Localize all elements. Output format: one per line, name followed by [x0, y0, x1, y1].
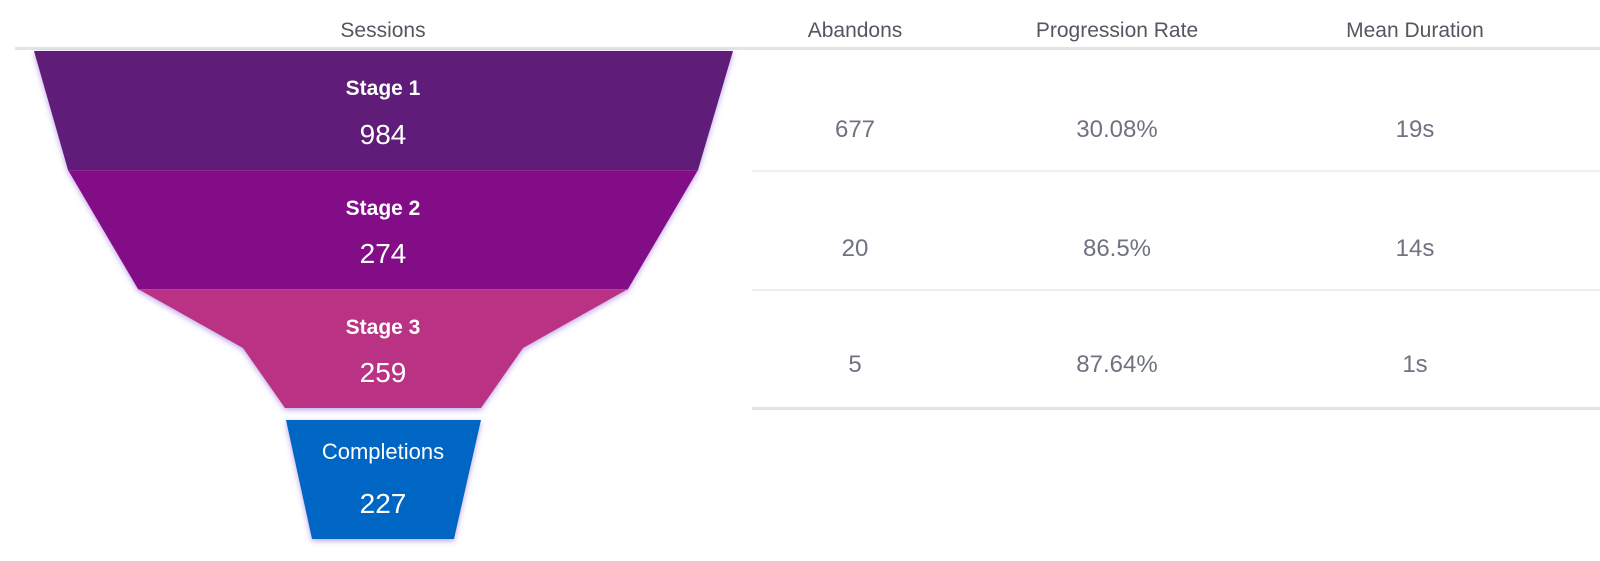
column-header-abandons: Abandons [807, 19, 903, 42]
column-header-mean-duration: Mean Duration [1346, 19, 1484, 42]
row-divider [752, 170, 1600, 172]
row-divider [752, 289, 1600, 291]
stage-3-sessions: 259 [359, 357, 407, 388]
progression-rate-cell: 86.5% [1082, 235, 1152, 262]
abandons-cell: 677 [834, 116, 876, 143]
progression-rate-cell: 30.08% [1076, 116, 1158, 143]
funnel-segment-stage-2[interactable] [68, 170, 698, 289]
completions-label: Completions [321, 439, 445, 464]
abandons-cell: 5 [848, 351, 862, 378]
stage-3-label: Stage 3 [345, 316, 421, 339]
abandons-cell: 20 [841, 235, 869, 262]
funnel-segment-stage-3[interactable] [138, 289, 628, 408]
funnel-segment-completions[interactable] [286, 420, 481, 539]
stage-1-sessions: 984 [359, 119, 407, 150]
funnel-chart [34, 51, 733, 539]
header-divider [15, 47, 1600, 50]
funnel-segment-stage-1[interactable] [34, 51, 733, 170]
column-header-sessions: Sessions [340, 19, 426, 42]
completions-sessions: 227 [359, 488, 407, 519]
progression-rate-cell: 87.64% [1076, 351, 1158, 378]
mean-duration-cell: 19s [1395, 116, 1435, 143]
table-bottom-divider [752, 407, 1600, 410]
stage-2-label: Stage 2 [345, 197, 421, 220]
mean-duration-cell: 14s [1395, 235, 1435, 262]
mean-duration-cell: 1s [1402, 351, 1428, 378]
column-header-progression-rate: Progression Rate [1035, 19, 1199, 42]
stage-1-label: Stage 1 [345, 77, 421, 100]
stage-2-sessions: 274 [359, 238, 407, 269]
